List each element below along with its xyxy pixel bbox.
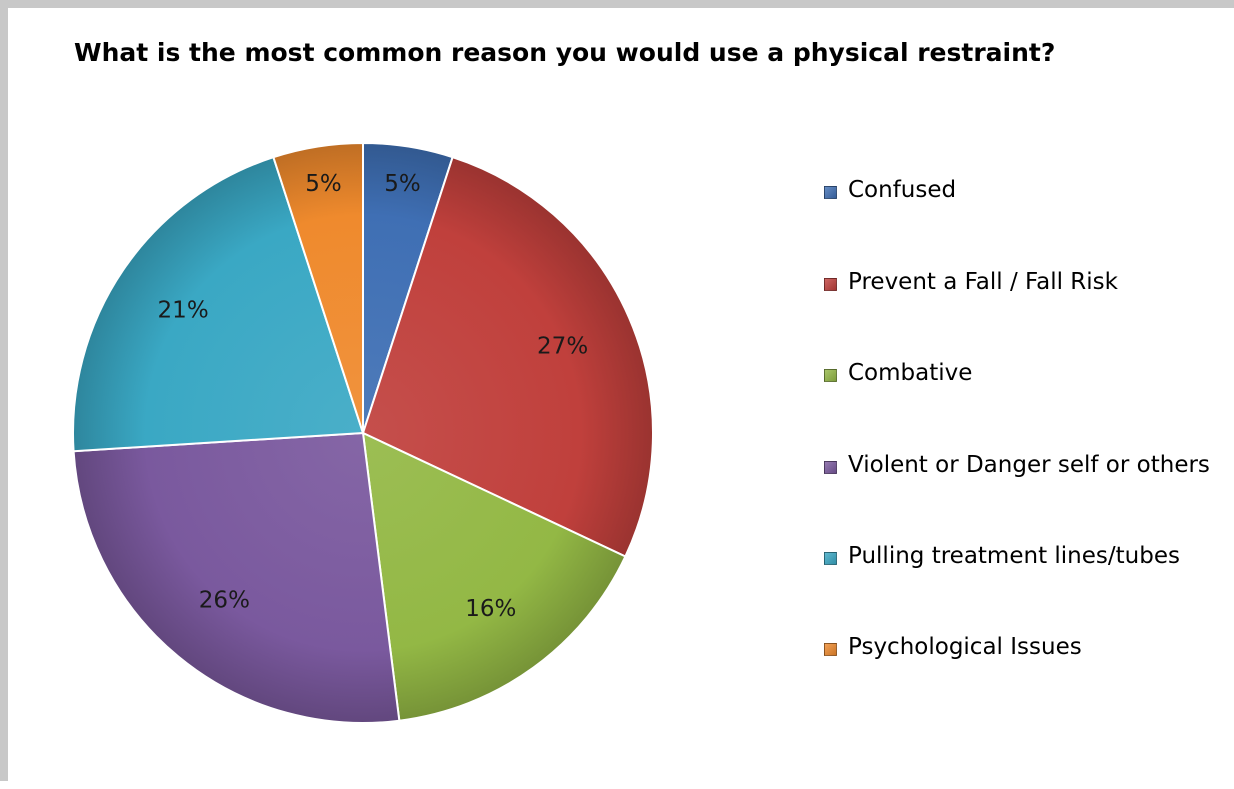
slice-value-label-combative: 16%: [465, 596, 516, 622]
legend-item-psychological-issues: Psychological Issues: [824, 632, 1234, 663]
slice-value-label-confused: 5%: [384, 171, 421, 197]
legend-item-pulling-treatment-lines-tubes: Pulling treatment lines/tubes: [824, 541, 1234, 572]
pie-slice-prevent-a-fall-fall-risk: [361, 155, 654, 558]
pie-slice-combative: [361, 431, 627, 722]
legend-swatch: [824, 278, 837, 291]
legend-label: Psychological Issues: [848, 634, 1082, 660]
slice-value-label-pulling-treatment-lines-tubes: 21%: [158, 298, 209, 324]
legend-item-combative: Combative: [824, 358, 1234, 389]
legend-swatch: [824, 461, 837, 474]
slice-value-label-prevent-a-fall-fall-risk: 27%: [537, 334, 588, 360]
legend-label: Confused: [848, 177, 957, 203]
legend-item-violent-or-danger-self-or-others: Violent or Danger self or others: [824, 450, 1234, 481]
legend-label: Violent or Danger self or others: [848, 452, 1210, 478]
legend-label: Pulling treatment lines/tubes: [848, 543, 1180, 569]
legend-item-prevent-a-fall-fall-risk: Prevent a Fall / Fall Risk: [824, 267, 1234, 298]
legend-label: Combative: [848, 360, 973, 386]
legend-swatch: [824, 186, 837, 199]
slice-value-label-violent-or-danger-self-or-others: 26%: [199, 588, 250, 614]
legend-swatch: [824, 369, 837, 382]
slice-value-label-psychological-issues: 5%: [305, 171, 342, 197]
pie-chart: 5% 27% 16% 26% 21% 5%: [72, 141, 654, 724]
pie-slice-psychological-issues: [272, 141, 364, 434]
legend-swatch: [824, 643, 837, 656]
pie-slice-violent-or-danger-self-or-others: [72, 431, 401, 724]
pie-slice-pulling-treatment-lines-tubes: [72, 155, 365, 453]
legend-swatch: [824, 552, 837, 565]
legend-item-confused: Confused: [824, 175, 1234, 206]
legend-label: Prevent a Fall / Fall Risk: [848, 269, 1118, 295]
chart-title: What is the most common reason you would…: [74, 38, 1056, 67]
